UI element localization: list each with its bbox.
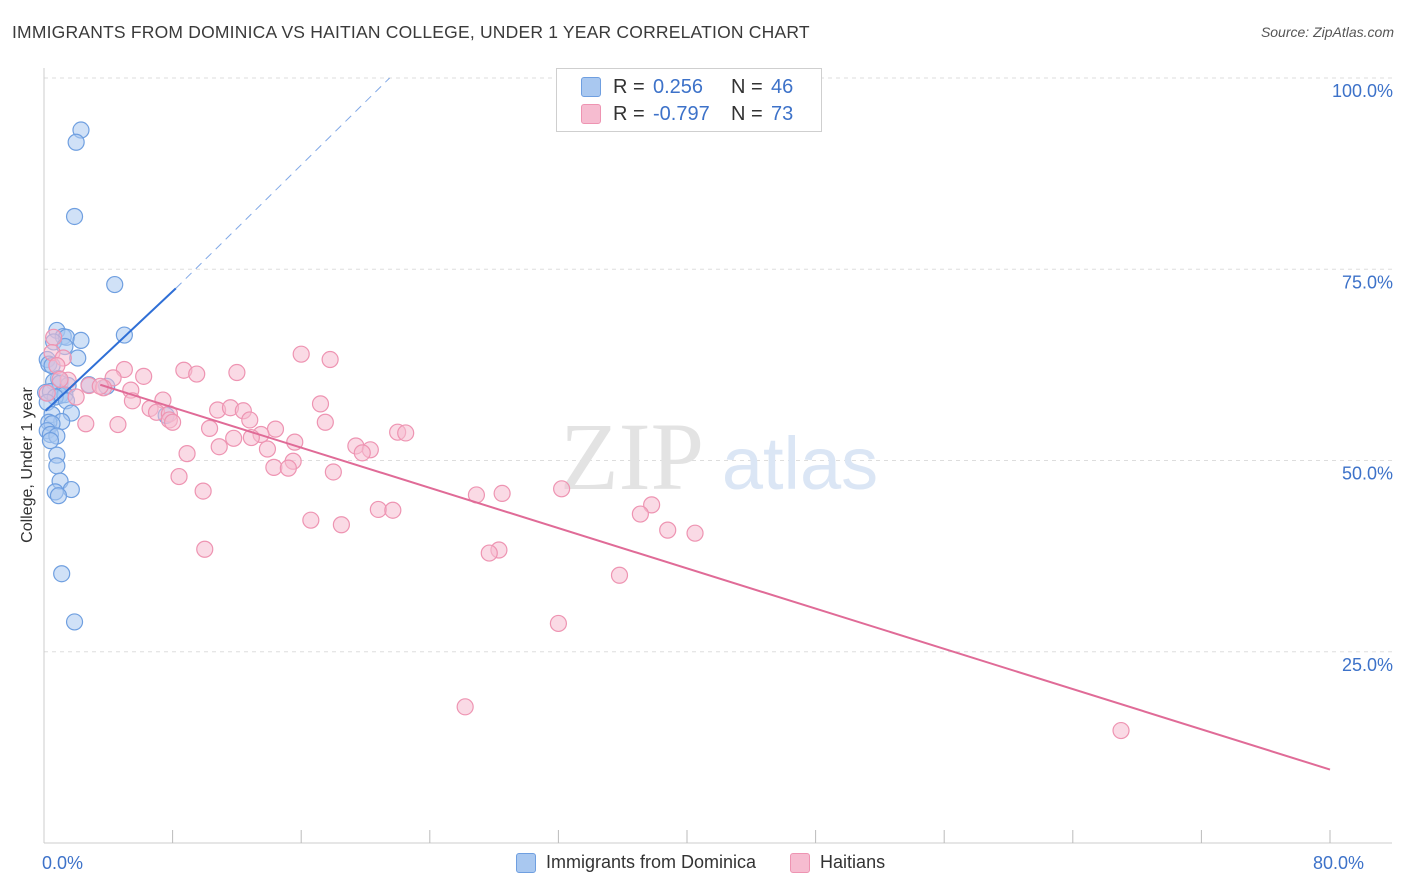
legend-item-haitians[interactable]: Haitians (790, 852, 885, 873)
haitian-point (266, 420, 285, 438)
tick-labels: 25.0% 50.0% 75.0% 100.0% 0.0% 80.0% (42, 81, 1393, 873)
data-points (37, 121, 1130, 740)
correlation-legend: R = 0.256 N = 46 R = -0.797 N = 73 (556, 68, 822, 132)
dominica-point (41, 432, 60, 450)
legend-label: Immigrants from Dominica (546, 852, 757, 872)
dominica-point (69, 349, 87, 367)
legend-r-value: -0.797 (653, 102, 710, 125)
haitian-point (631, 505, 649, 523)
x-tick-label: 80.0% (1313, 853, 1364, 873)
haitian-point (210, 438, 228, 456)
haitian-point (38, 384, 56, 402)
haitian-point (258, 440, 277, 458)
series-legend: Immigrants from Dominica Haitians (516, 852, 919, 873)
legend-swatch-pink (790, 852, 811, 873)
legend-swatch-blue (516, 852, 536, 873)
haitian-point (316, 413, 334, 431)
haitian-point (265, 458, 283, 476)
haitian-point (456, 698, 474, 716)
y-tick-label: 100.0% (1332, 81, 1393, 101)
haitian-point (311, 395, 330, 413)
haitian-point (225, 429, 243, 447)
haitian-point (109, 415, 127, 434)
haitian-point (321, 350, 339, 369)
haitian-point (67, 388, 85, 406)
dominica-trend-extension (175, 77, 390, 289)
haitian-point (480, 544, 498, 562)
dominica-point (49, 487, 68, 505)
x-tick-label: 0.0% (42, 853, 83, 873)
haitian-point (397, 424, 415, 442)
haitian-point (686, 524, 704, 542)
haitian-point (302, 511, 320, 529)
legend-row-haitians: R = -0.797 N = 73 (581, 101, 793, 127)
legend-n-value: 46 (771, 75, 794, 98)
legend-r-label: R = (613, 75, 645, 98)
haitian-point (200, 419, 219, 437)
legend-label: Haitians (820, 852, 886, 872)
haitian-point (77, 415, 95, 433)
legend-swatch-blue (581, 77, 601, 97)
haitian-point (178, 445, 196, 463)
dominica-point (115, 326, 133, 344)
haitian-point (369, 500, 387, 519)
haitian-point (164, 413, 182, 431)
haitian-point (384, 501, 402, 519)
haitian-point (553, 480, 571, 498)
haitian-point (170, 467, 188, 486)
legend-r-label: R = (613, 102, 645, 125)
legend-swatch-pink (581, 104, 601, 124)
source-attribution: Source: ZipAtlas.com (1260, 24, 1394, 40)
dominica-point (106, 275, 124, 294)
haitian-point (196, 540, 214, 558)
watermark: ZIP atlas (560, 403, 878, 510)
legend-n-label: N = (731, 75, 763, 98)
y-tick-label: 25.0% (1342, 655, 1393, 675)
haitian-point (135, 367, 153, 385)
haitian-point (610, 566, 629, 584)
dominica-point (53, 565, 71, 583)
haitian-point (493, 484, 511, 502)
legend-row-dominica: R = 0.256 N = 46 (581, 74, 793, 100)
haitian-point (659, 521, 677, 539)
chart-title: IMMIGRANTS FROM DOMINICA VS HAITIAN COLL… (12, 22, 810, 42)
haitian-point (324, 463, 342, 481)
watermark-zip: ZIP (560, 403, 704, 510)
haitian-point (279, 459, 297, 477)
dominica-point (67, 133, 85, 151)
grid-lines (44, 77, 1392, 653)
haitian-point (643, 496, 661, 514)
dominica-trend-line (44, 287, 177, 412)
haitian-point (1112, 721, 1130, 740)
haitian-point (194, 482, 212, 500)
haitian-point (549, 614, 568, 633)
haitian-point (241, 411, 259, 429)
haitian-point (51, 370, 69, 389)
trend-lines (44, 77, 1331, 771)
haitian-point (228, 363, 246, 382)
legend-r-value: 0.256 (653, 75, 704, 98)
dominica-point (65, 207, 84, 226)
dominica-point (65, 613, 84, 631)
haitian-point (188, 365, 206, 383)
y-tick-label: 75.0% (1342, 272, 1393, 292)
legend-item-dominica[interactable]: Immigrants from Dominica (516, 852, 756, 873)
dominica-point (72, 331, 90, 349)
legend-n-label: N = (731, 102, 763, 125)
dominica-point (48, 457, 66, 475)
legend-n-value: 73 (771, 102, 794, 125)
haitian-point (353, 444, 371, 462)
axes (43, 68, 1392, 844)
haitian-point (332, 516, 350, 534)
y-tick-label: 50.0% (1342, 464, 1393, 484)
haitian-point (45, 328, 63, 346)
watermark-atlas: atlas (722, 422, 878, 505)
haitian-point (292, 345, 310, 363)
haitian-trend-line (99, 383, 1331, 771)
